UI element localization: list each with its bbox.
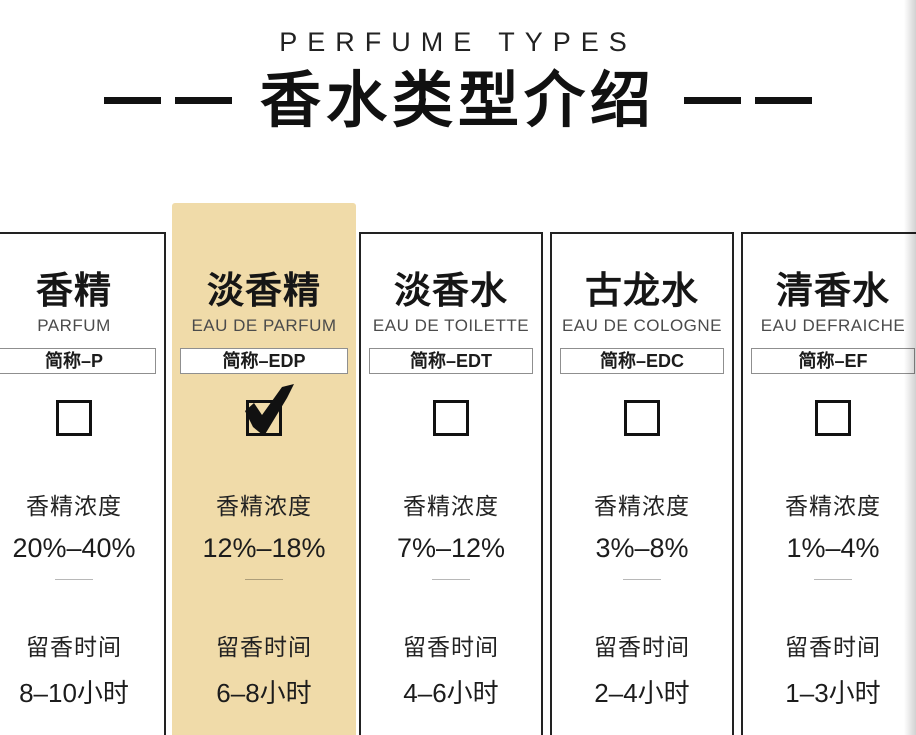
card-content: 清香水 EAU DEFRAICHE 简称–EF 香精浓度 1%–4% 留香时间 … — [743, 234, 916, 710]
title-dash-right — [684, 97, 812, 104]
checkbox[interactable] — [433, 399, 469, 436]
perfume-latin-name: EAU DE PARFUM — [191, 315, 337, 335]
abbreviation-box: 简称–EDC — [560, 347, 724, 374]
check-row — [172, 383, 356, 437]
perfume-latin-name: EAU DEFRAICHE — [760, 315, 906, 335]
perfume-name: 淡香精 — [207, 270, 321, 311]
title-row: 香水类型介绍 — [0, 70, 916, 131]
duration-label: 留香时间 — [216, 633, 312, 660]
perfume-name: 古龙水 — [585, 270, 699, 311]
duration-label: 留香时间 — [785, 633, 881, 660]
checkbox[interactable] — [815, 399, 851, 436]
divider — [55, 578, 93, 580]
perfume-card-eau-de-toilette: 淡香水 EAU DE TOILETTE 简称–EDT 香精浓度 7%–12% 留… — [359, 232, 543, 735]
page-title: 香水类型介绍 — [259, 66, 656, 134]
check-row — [361, 399, 541, 437]
perfume-latin-name: EAU DE COLOGNE — [561, 315, 723, 335]
concentration-label: 香精浓度 — [216, 492, 312, 519]
concentration-label: 香精浓度 — [26, 492, 122, 519]
duration-value: 4–6小时 — [403, 677, 499, 708]
perfume-card-parfum: 香精 PARFUM 简称–P 香精浓度 20%–40% 留香时间 8–10小时 — [0, 232, 166, 735]
card-content: 古龙水 EAU DE COLOGNE 简称–EDC 香精浓度 3%–8% 留香时… — [552, 234, 732, 710]
perfume-card-eau-defraiche: 清香水 EAU DEFRAICHE 简称–EF 香精浓度 1%–4% 留香时间 … — [741, 232, 916, 735]
dash-bar — [174, 97, 232, 104]
perfume-name: 淡香水 — [394, 270, 508, 311]
card-content: 淡香精 EAU DE PARFUM 简称–EDP 香精浓度 12%–18% 留香… — [172, 203, 356, 710]
concentration-label: 香精浓度 — [403, 492, 499, 519]
header-subtitle: PERFUME TYPES — [279, 27, 637, 57]
concentration-value: 3%–8% — [595, 532, 689, 563]
checkbox[interactable] — [246, 399, 282, 436]
perfume-card-eau-de-parfum: 淡香精 EAU DE PARFUM 简称–EDP 香精浓度 12%–18% 留香… — [172, 203, 356, 735]
duration-value: 6–8小时 — [216, 677, 312, 708]
dash-bar — [684, 97, 741, 104]
check-row — [0, 399, 164, 437]
concentration-value: 20%–40% — [12, 532, 136, 563]
card-content: 淡香水 EAU DE TOILETTE 简称–EDT 香精浓度 7%–12% 留… — [361, 234, 541, 710]
duration-label: 留香时间 — [403, 633, 499, 660]
duration-label: 留香时间 — [26, 633, 122, 660]
header: PERFUME TYPES 香水类型介绍 — [0, 0, 916, 131]
concentration-value: 7%–12% — [396, 532, 506, 563]
perfume-name: 香精 — [36, 270, 112, 311]
divider — [814, 578, 852, 580]
divider — [245, 578, 283, 580]
perfume-name: 清香水 — [776, 270, 890, 311]
check-row — [552, 399, 732, 437]
perfume-latin-name: PARFUM — [37, 315, 111, 335]
dash-bar — [103, 97, 161, 104]
abbreviation-box: 简称–P — [0, 347, 156, 374]
abbreviation-box: 简称–EDP — [180, 347, 348, 374]
duration-value: 8–10小时 — [19, 677, 129, 708]
duration-value: 1–3小时 — [785, 677, 881, 708]
abbreviation-box: 简称–EDT — [369, 347, 533, 374]
abbreviation-box: 简称–EF — [751, 347, 915, 374]
checkbox[interactable] — [624, 399, 660, 436]
dash-bar — [755, 97, 812, 104]
check-row — [743, 399, 916, 437]
perfume-card-eau-de-cologne: 古龙水 EAU DE COLOGNE 简称–EDC 香精浓度 3%–8% 留香时… — [550, 232, 734, 735]
divider — [623, 578, 661, 580]
title-dash-left — [103, 97, 232, 104]
checkbox[interactable] — [56, 399, 92, 436]
duration-label: 留香时间 — [594, 633, 690, 660]
concentration-label: 香精浓度 — [785, 492, 881, 519]
perfume-latin-name: EAU DE TOILETTE — [372, 315, 530, 335]
duration-value: 2–4小时 — [594, 677, 690, 708]
concentration-value: 1%–4% — [786, 532, 880, 563]
card-content: 香精 PARFUM 简称–P 香精浓度 20%–40% 留香时间 8–10小时 — [0, 234, 164, 710]
concentration-value: 12%–18% — [202, 532, 326, 563]
concentration-label: 香精浓度 — [594, 492, 690, 519]
divider — [432, 578, 470, 580]
